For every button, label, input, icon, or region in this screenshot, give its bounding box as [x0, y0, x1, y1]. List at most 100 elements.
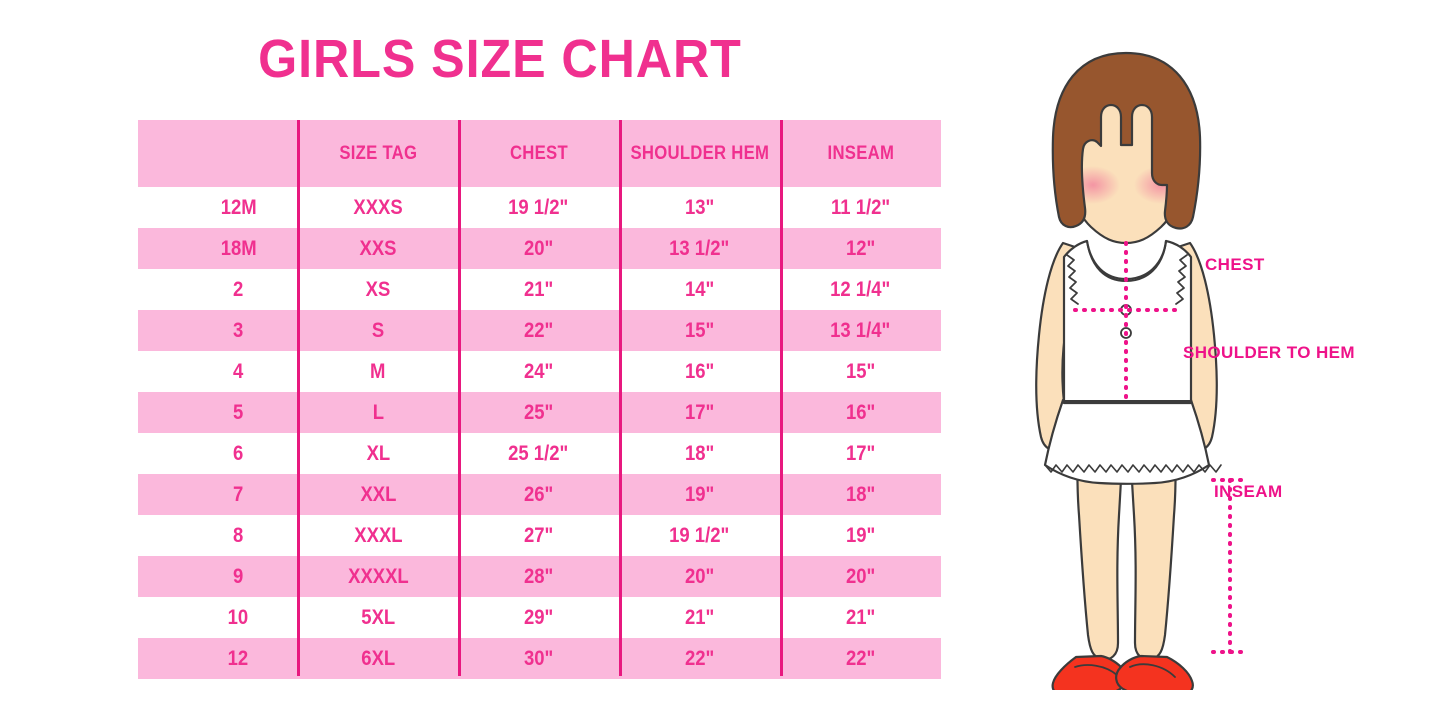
cell-inseam-text: 19" — [845, 523, 876, 547]
cell-inseam: 22" — [780, 638, 941, 679]
table-row: 2 XS 21" 14" 12 1/4" — [138, 269, 941, 310]
cell-size-text: 8 — [233, 523, 244, 547]
cell-inseam: 17" — [780, 433, 941, 474]
cell-chest-text: 24" — [523, 359, 554, 383]
cell-size-text: 10 — [227, 605, 249, 629]
cell-inseam: 12 1/4" — [780, 269, 941, 310]
hair-shape — [1051, 51, 1202, 230]
cell-inseam: 20" — [780, 556, 941, 597]
cell-inseam-text: 13 1/4" — [830, 318, 891, 342]
cell-chest-text: 25" — [523, 400, 554, 424]
cell-shoulder-hem-text: 13 1/2" — [669, 236, 730, 260]
column-divider-1 — [297, 120, 300, 676]
cell-chest: 30" — [458, 638, 619, 679]
cell-size: 10 — [138, 597, 298, 638]
cell-chest: 20" — [458, 228, 619, 269]
cell-size-text: 7 — [233, 482, 244, 506]
cell-size-tag-text: XXXS — [353, 195, 403, 219]
cell-size: 4 — [138, 351, 298, 392]
cell-chest-text: 25 1/2" — [508, 441, 569, 465]
table-row: 18M XXS 20" 13 1/2" 12" — [138, 228, 941, 269]
cell-size-tag: S — [298, 310, 458, 351]
cell-size-tag: XXXL — [298, 515, 458, 556]
cell-inseam: 11 1/2" — [780, 187, 941, 228]
cell-size: 18M — [138, 228, 298, 269]
cell-chest-text: 26" — [523, 482, 554, 506]
cell-chest-text: 22" — [523, 318, 554, 342]
cell-size: 9 — [138, 556, 298, 597]
cell-chest-text: 21" — [523, 277, 554, 301]
size-chart-table: SIZE TAG CHEST SHOULDER HEM INSEAM 12M XX… — [138, 120, 941, 679]
measurement-label-chest: CHEST — [1205, 255, 1265, 274]
column-header-size — [138, 120, 298, 187]
cell-size-text: 12 — [227, 646, 249, 670]
cell-inseam: 16" — [780, 392, 941, 433]
cell-chest: 24" — [458, 351, 619, 392]
cell-size: 3 — [138, 310, 298, 351]
cell-size: 8 — [138, 515, 298, 556]
table-row: 12M XXXS 19 1/2" 13" 11 1/2" — [138, 187, 941, 228]
cell-size-tag-text: 5XL — [361, 605, 395, 629]
cell-inseam-text: 16" — [845, 400, 876, 424]
cell-shoulder-hem-text: 13" — [684, 195, 715, 219]
cell-size-tag: L — [298, 392, 458, 433]
cell-chest-text: 27" — [523, 523, 554, 547]
cell-size-text: 6 — [233, 441, 244, 465]
page-title: GIRLS SIZE CHART — [258, 29, 742, 89]
column-header-chest: CHEST — [458, 120, 619, 187]
cell-chest: 19 1/2" — [458, 187, 619, 228]
cell-size-tag: XL — [298, 433, 458, 474]
table-header: SIZE TAG CHEST SHOULDER HEM INSEAM — [138, 120, 941, 187]
cell-size-text: 9 — [233, 564, 244, 588]
cell-inseam: 19" — [780, 515, 941, 556]
cell-chest-text: 29" — [523, 605, 554, 629]
cell-size-tag-text: XXL — [360, 482, 396, 506]
cell-inseam-text: 20" — [845, 564, 876, 588]
measurement-label-inseam: INSEAM — [1214, 482, 1283, 501]
cell-size-text: 5 — [233, 400, 244, 424]
cell-size-tag-text: XS — [365, 277, 391, 301]
cell-size: 12 — [138, 638, 298, 679]
cell-shoulder-hem: 19 1/2" — [619, 515, 780, 556]
cell-size: 5 — [138, 392, 298, 433]
cell-shoulder-hem: 21" — [619, 597, 780, 638]
cell-inseam-text: 11 1/2" — [830, 195, 891, 219]
cell-chest: 25 1/2" — [458, 433, 619, 474]
cell-shoulder-hem-text: 14" — [684, 277, 715, 301]
cell-shoulder-hem-text: 17" — [684, 400, 715, 424]
column-divider-4 — [780, 120, 783, 676]
cell-inseam-text: 12" — [845, 236, 876, 260]
cell-size-tag: XXS — [298, 228, 458, 269]
cell-size-tag: M — [298, 351, 458, 392]
table-row: 6 XL 25 1/2" 18" 17" — [138, 433, 941, 474]
cell-size-text: 18M — [220, 236, 257, 260]
cell-size: 7 — [138, 474, 298, 515]
cell-size-tag: XS — [298, 269, 458, 310]
cell-size-text: 4 — [233, 359, 244, 383]
cell-size-tag: XXL — [298, 474, 458, 515]
cell-chest: 21" — [458, 269, 619, 310]
cell-size-tag: 5XL — [298, 597, 458, 638]
cell-size-text: 2 — [233, 277, 244, 301]
cell-size-tag-text: XXXL — [353, 523, 403, 547]
cell-inseam: 15" — [780, 351, 941, 392]
table-row: 3 S 22" 15" 13 1/4" — [138, 310, 941, 351]
column-divider-2 — [458, 120, 461, 676]
cell-shoulder-hem: 18" — [619, 433, 780, 474]
cell-inseam-text: 15" — [845, 359, 876, 383]
cell-inseam-text: 17" — [845, 441, 876, 465]
cell-shoulder-hem: 19" — [619, 474, 780, 515]
table-row: 4 M 24" 16" 15" — [138, 351, 941, 392]
cell-inseam-text: 21" — [845, 605, 876, 629]
cell-inseam: 18" — [780, 474, 941, 515]
cell-shoulder-hem-text: 18" — [684, 441, 715, 465]
cell-chest: 27" — [458, 515, 619, 556]
cell-size-tag-text: XXXXL — [347, 564, 409, 588]
cell-shoulder-hem-text: 15" — [684, 318, 715, 342]
cell-size: 12M — [138, 187, 298, 228]
cell-size-tag-text: XL — [366, 441, 390, 465]
cell-shoulder-hem: 16" — [619, 351, 780, 392]
cell-chest: 29" — [458, 597, 619, 638]
table-row: 10 5XL 29" 21" 21" — [138, 597, 941, 638]
cell-chest: 25" — [458, 392, 619, 433]
